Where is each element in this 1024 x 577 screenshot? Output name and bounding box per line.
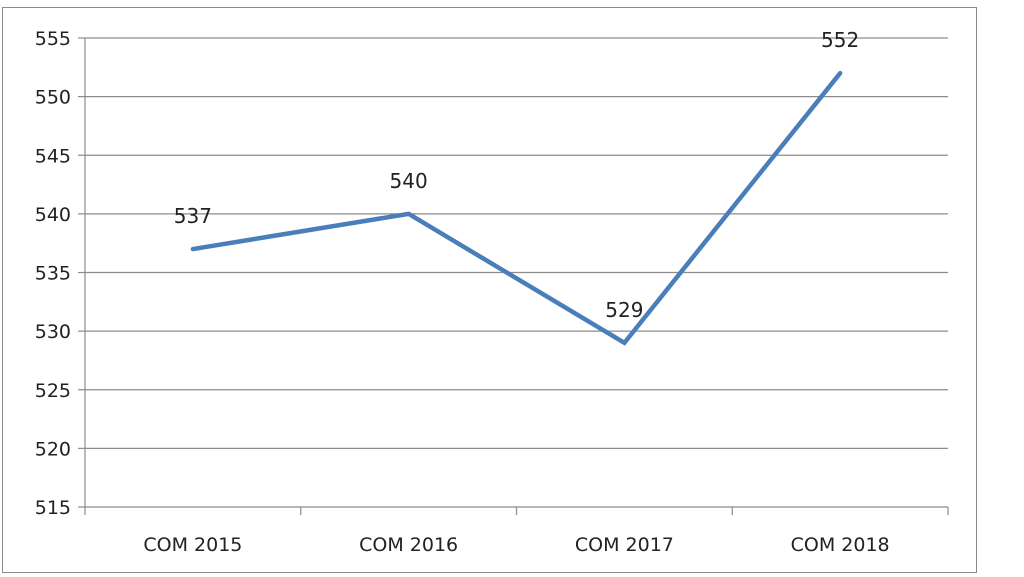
x-tick-label: COM 2018 [791, 534, 890, 556]
x-tick-label: COM 2016 [359, 534, 458, 556]
data-label: 540 [390, 169, 428, 193]
y-tick-label: 530 [35, 321, 71, 343]
y-tick-label: 515 [35, 497, 71, 519]
x-tick-label: COM 2015 [143, 534, 242, 556]
y-tick-label: 540 [35, 204, 71, 226]
y-tick-label: 545 [35, 145, 71, 167]
data-label: 537 [174, 204, 212, 228]
y-tick-label: 550 [35, 87, 71, 109]
y-tick-label: 555 [35, 28, 71, 50]
data-label: 529 [605, 298, 643, 322]
data-label: 552 [821, 28, 859, 52]
chart-frame [2, 7, 977, 573]
y-tick-label: 535 [35, 263, 71, 285]
y-tick-label: 525 [35, 380, 71, 402]
series-line [190, 70, 843, 346]
x-tick-label: COM 2017 [575, 534, 674, 556]
y-tick-label: 520 [35, 438, 71, 460]
